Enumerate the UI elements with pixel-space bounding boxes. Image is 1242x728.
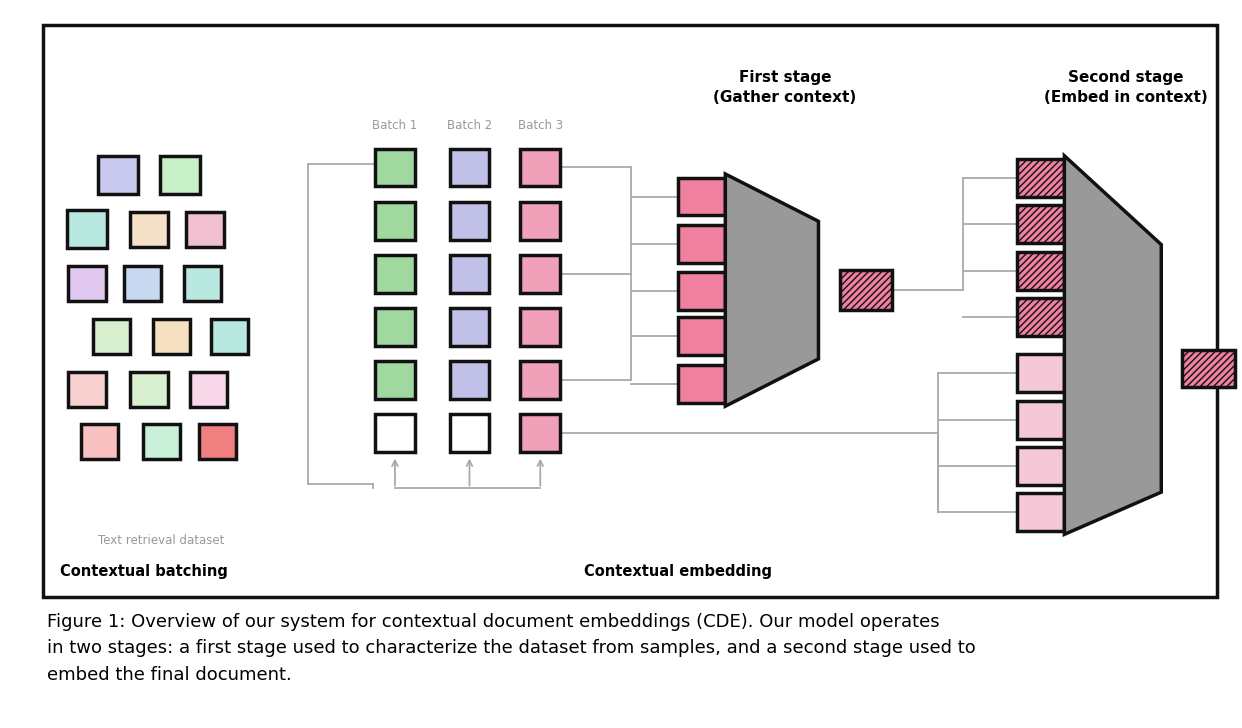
Bar [81, 424, 118, 459]
Bar [1017, 354, 1064, 392]
Text: Batch 3: Batch 3 [518, 119, 563, 132]
Text: Batch 2: Batch 2 [447, 119, 492, 132]
Bar [130, 212, 168, 247]
Text: Figure 1: Overview of our system for contextual document embeddings (CDE). Our m: Figure 1: Overview of our system for con… [47, 613, 976, 684]
Text: Batch 1: Batch 1 [373, 119, 417, 132]
Bar [1017, 298, 1064, 336]
Text: Second stage
(Embed in context): Second stage (Embed in context) [1045, 70, 1207, 105]
Bar [520, 361, 560, 399]
Bar [160, 156, 200, 194]
Bar [520, 414, 560, 452]
Bar [520, 308, 560, 346]
Bar [186, 212, 224, 247]
Bar [375, 255, 415, 293]
Bar [143, 424, 180, 459]
Bar [450, 361, 489, 399]
Text: Contextual embedding: Contextual embedding [584, 564, 771, 579]
Bar [375, 361, 415, 399]
Bar [375, 202, 415, 240]
Bar [1182, 350, 1235, 387]
Bar [450, 202, 489, 240]
Text: First stage
(Gather context): First stage (Gather context) [713, 70, 857, 105]
Bar [678, 225, 725, 263]
Bar [450, 149, 489, 186]
Bar [184, 266, 221, 301]
Bar [840, 270, 892, 310]
Bar [211, 319, 248, 354]
Polygon shape [725, 174, 818, 406]
Bar [450, 255, 489, 293]
Bar [1017, 252, 1064, 290]
Bar [450, 414, 489, 452]
Bar [1017, 401, 1064, 439]
Bar [375, 414, 415, 452]
Bar [375, 308, 415, 346]
Bar [153, 319, 190, 354]
Bar [199, 424, 236, 459]
Bar [1017, 493, 1064, 531]
Bar [678, 365, 725, 403]
Bar [520, 255, 560, 293]
Bar [98, 156, 138, 194]
Bar [93, 319, 130, 354]
Polygon shape [1064, 156, 1161, 534]
Bar [190, 372, 227, 407]
Bar [1017, 205, 1064, 243]
Bar [375, 149, 415, 186]
Bar [520, 149, 560, 186]
Bar [1017, 447, 1064, 485]
Bar [67, 210, 107, 248]
Bar [43, 25, 1217, 597]
Bar [1017, 159, 1064, 197]
Bar [130, 372, 168, 407]
Bar [450, 308, 489, 346]
Bar [678, 317, 725, 355]
Bar [520, 202, 560, 240]
Bar [678, 178, 725, 215]
Bar [678, 272, 725, 310]
Bar [68, 372, 106, 407]
Text: Text retrieval dataset: Text retrieval dataset [98, 534, 225, 547]
Text: Contextual batching: Contextual batching [60, 564, 227, 579]
Bar [68, 266, 106, 301]
Bar [124, 266, 161, 301]
